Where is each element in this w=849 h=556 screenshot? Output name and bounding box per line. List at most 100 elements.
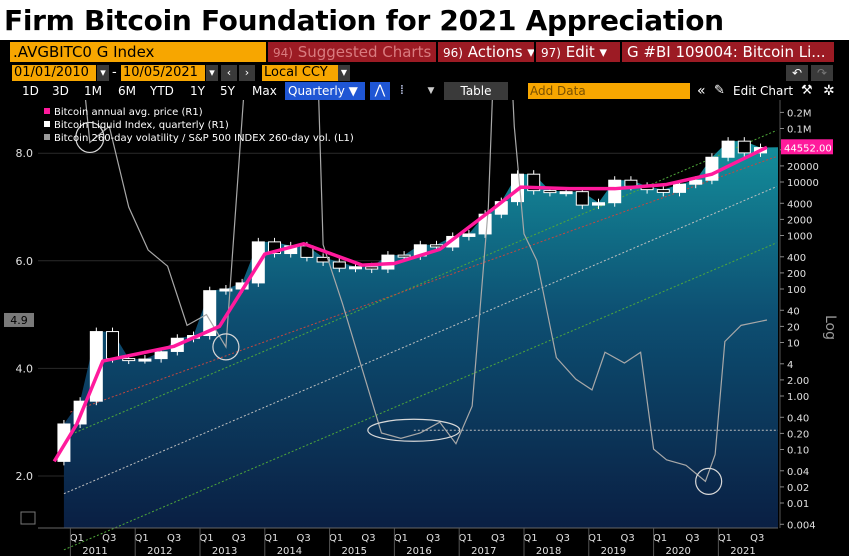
chart-type-dropdown-icon[interactable]: ▼ <box>427 86 435 96</box>
legend-entry: Bitcoin Liquid Index, quarterly (R1) <box>54 120 229 131</box>
log-scale-label: Log <box>822 315 838 340</box>
price-area-fill <box>63 141 779 528</box>
right-tick-label: 10 <box>787 339 800 350</box>
quarter-label: Q1 <box>588 533 602 544</box>
right-tick-label: 20000 <box>787 162 819 173</box>
range-bar: 1D 3D 1M 6M YTD 1Y 5Y Max Quarterly ▼ ⋀ … <box>0 82 849 100</box>
range-1m[interactable]: 1M <box>84 84 102 98</box>
collapse-icon[interactable]: « <box>697 83 706 99</box>
right-tick-label: 4000 <box>787 199 812 210</box>
undo-icon[interactable]: ↶ <box>786 65 808 81</box>
last-price-marker <box>781 139 833 155</box>
legend-entry: Bitcoin annual avg. price (R1) <box>54 107 203 118</box>
redo-icon[interactable]: ↷ <box>811 65 833 81</box>
bar-chart-icon[interactable]: ⁞ <box>399 83 405 98</box>
quarter-label: Q1 <box>459 533 473 544</box>
candle-body <box>721 140 735 158</box>
candle-body <box>543 190 557 194</box>
edit-chart-button[interactable]: Edit Chart <box>733 84 794 98</box>
annual-avg-price-line <box>52 145 768 463</box>
period-select[interactable]: Quarterly ▼ <box>285 82 365 100</box>
candle-body <box>575 191 589 206</box>
quarter-label: Q3 <box>167 533 181 544</box>
chart-area: 2.04.06.08.010.012.014.04.9 0.2M0.1M4000… <box>0 100 849 556</box>
right-tick-label: 0.004 <box>787 520 816 531</box>
right-tick-label: 1.00 <box>787 392 809 403</box>
right-tick-label: 400 <box>787 253 806 264</box>
add-data-input[interactable]: Add Data <box>528 83 690 99</box>
arrow-right-icon[interactable]: › <box>239 65 255 81</box>
right-tick-label: 0.40 <box>787 413 809 424</box>
year-label: 2015 <box>341 546 366 556</box>
current-value-marker <box>4 312 34 327</box>
candle-body <box>138 358 152 362</box>
gear-icon[interactable]: ✲ <box>823 83 835 99</box>
candle-body <box>268 241 282 255</box>
range-3d[interactable]: 3D <box>52 84 69 98</box>
range-6m[interactable]: 6M <box>118 84 136 98</box>
edit-button[interactable]: 97) Edit ▾ <box>536 42 620 62</box>
ticker-field[interactable]: .AVGBITC0 G Index <box>10 42 266 62</box>
quarter-label: Q1 <box>523 533 537 544</box>
candle-body <box>656 189 670 193</box>
security-selector[interactable]: G #BI 109004: Bitcoin Li... <box>622 42 834 62</box>
year-label: 2017 <box>471 546 496 556</box>
arrow-left-icon[interactable]: ‹ <box>221 65 237 81</box>
suggested-charts-number: 94) <box>273 46 293 60</box>
range-5y[interactable]: 5Y <box>220 84 235 98</box>
range-1d[interactable]: 1D <box>22 84 39 98</box>
end-calendar-icon[interactable]: ▾ <box>206 65 218 81</box>
right-tick-label: 0.1M <box>787 125 812 136</box>
candle-body <box>365 266 379 270</box>
quarter-label: Q3 <box>297 533 311 544</box>
actions-button[interactable]: 96) Actions ▾ <box>438 42 534 62</box>
range-max[interactable]: Max <box>252 84 277 98</box>
candle-body <box>332 261 346 269</box>
candle-body <box>122 358 136 362</box>
year-label: 2021 <box>730 546 755 556</box>
candle-body <box>592 202 606 206</box>
quarter-label: Q3 <box>556 533 570 544</box>
range-1y[interactable]: 1Y <box>190 84 205 98</box>
right-tick-label: 0.20 <box>787 429 809 440</box>
year-label: 2014 <box>277 546 302 556</box>
pencil-icon[interactable]: ✎ <box>714 83 725 98</box>
quarter-label: Q3 <box>685 533 699 544</box>
year-label: 2012 <box>147 546 172 556</box>
chart-legend: Bitcoin annual avg. price (R1) Bitcoin Li… <box>44 107 354 144</box>
settings-icon[interactable]: ⚒ <box>801 83 813 98</box>
volatility-ratio-line <box>84 100 768 483</box>
right-tick-label: 200 <box>787 269 806 280</box>
year-label: 2011 <box>82 546 107 556</box>
left-tick-label: 4.0 <box>16 362 34 375</box>
right-axis: 0.2M0.1M40000200001000040002000100040020… <box>779 100 838 531</box>
candle-body <box>737 140 751 154</box>
quarter-label: Q1 <box>70 533 84 544</box>
actions-label: Actions ▾ <box>462 43 534 61</box>
highlight-circle <box>695 467 723 495</box>
regression-channel <box>63 129 777 551</box>
currency-select[interactable]: Local CCY ▼ <box>262 65 350 81</box>
year-label: 2018 <box>536 546 561 556</box>
start-date-input[interactable]: 01/01/2010 <box>12 65 96 81</box>
candle-body <box>462 233 476 237</box>
range-ytd[interactable]: YTD <box>150 84 174 98</box>
suggested-charts-button[interactable]: 94) Suggested Charts <box>268 42 436 62</box>
zoom-icon <box>20 511 36 525</box>
end-date-input[interactable]: 10/05/2021 <box>121 65 205 81</box>
candle-body <box>397 254 411 258</box>
start-calendar-icon[interactable]: ▾ <box>97 65 109 81</box>
left-tick-label: 2.0 <box>16 470 34 483</box>
table-button[interactable]: Table <box>444 82 508 100</box>
actions-number: 96) <box>443 46 463 60</box>
year-label: 2016 <box>406 546 431 556</box>
candle-body <box>106 331 120 360</box>
candle-body <box>154 351 168 360</box>
command-bar: .AVGBITC0 G Index 94) Suggested Charts 9… <box>0 40 849 64</box>
year-label: 2020 <box>665 546 690 556</box>
line-chart-icon[interactable]: ⋀ <box>370 82 390 100</box>
highlight-circle <box>212 333 240 361</box>
annotations <box>75 121 778 495</box>
last-price-label: 44552.00 <box>784 143 832 154</box>
year-label: 2013 <box>212 546 237 556</box>
